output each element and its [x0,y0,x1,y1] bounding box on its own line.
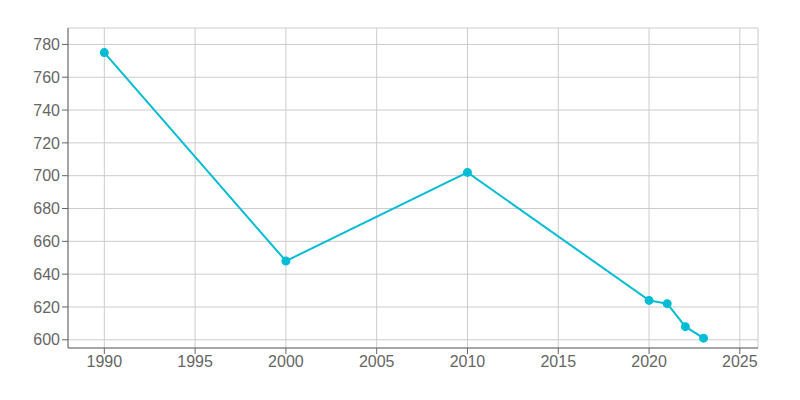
svg-text:1995: 1995 [177,353,213,370]
svg-text:2025: 2025 [722,353,758,370]
svg-text:660: 660 [33,233,60,250]
svg-text:2015: 2015 [540,353,576,370]
svg-text:680: 680 [33,200,60,217]
svg-text:2010: 2010 [450,353,486,370]
svg-text:740: 740 [33,102,60,119]
svg-text:720: 720 [33,135,60,152]
svg-text:640: 640 [33,266,60,283]
svg-text:2000: 2000 [268,353,304,370]
svg-text:780: 780 [33,36,60,53]
svg-text:2020: 2020 [631,353,667,370]
svg-text:760: 760 [33,69,60,86]
svg-text:620: 620 [33,299,60,316]
svg-text:1990: 1990 [87,353,123,370]
svg-text:700: 700 [33,167,60,184]
svg-text:600: 600 [33,331,60,348]
svg-text:2005: 2005 [359,353,395,370]
